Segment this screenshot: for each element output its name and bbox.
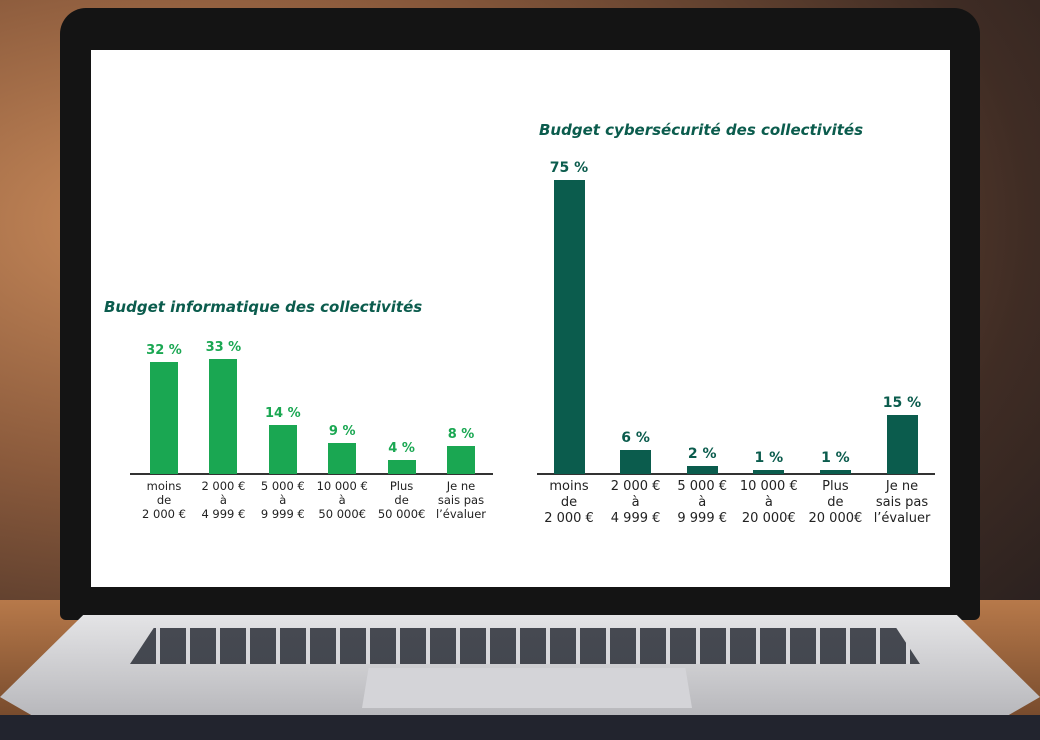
chart-title: Budget informatique des collectivités (104, 298, 423, 316)
bar (686, 466, 718, 474)
bar (268, 425, 297, 474)
value-label: 15 % (882, 395, 922, 412)
x-tick-label: 2 000 € à 4 999 € (201, 479, 246, 521)
chart-title: Budget cybersécurité des collectivités (539, 121, 864, 139)
x-tick-label: 5 000 € à 9 999 € (260, 479, 305, 521)
value-label: 33 % (205, 339, 242, 355)
x-tick-label: moins de 2 000 € (544, 479, 594, 526)
bar (753, 470, 785, 474)
x-tick-label: 5 000 € à 9 999 € (677, 479, 727, 526)
bar (553, 180, 585, 474)
x-tick-label: 10 000 € à 20 000€ (739, 479, 798, 526)
value-label: 14 % (264, 406, 301, 421)
value-label: 1 % (821, 450, 850, 467)
x-tick-label: Plus de 20 000€ (808, 479, 863, 526)
floor (0, 715, 1040, 740)
value-label: 2 % (687, 446, 717, 463)
value-label: 32 % (146, 343, 182, 358)
value-label: 6 % (621, 430, 650, 447)
x-tick-label: Je ne sais pas l’évaluer (435, 479, 487, 521)
value-label: 9 % (328, 423, 356, 439)
value-label: 8 % (447, 427, 475, 442)
trackpad (362, 668, 692, 708)
bar (328, 442, 357, 474)
bar (209, 358, 238, 474)
value-label: 75 % (549, 160, 589, 176)
bar (819, 470, 851, 474)
bar (620, 450, 652, 474)
x-tick-label: moins de 2 000 € (142, 479, 186, 521)
bar (150, 362, 178, 474)
x-tick-label: Plus de 50 000€ (377, 479, 426, 521)
x-tick-label: 10 000 € à 50 000€ (316, 479, 368, 521)
bar (387, 460, 416, 474)
x-tick-label: Je ne sais pas l’évaluer (873, 479, 931, 526)
value-label: 1 % (754, 450, 784, 467)
screen (91, 50, 950, 587)
bar (886, 415, 918, 474)
value-label: 4 % (388, 441, 415, 456)
keyboard (130, 628, 920, 664)
x-axis (537, 473, 935, 475)
x-tick-label: 2 000 € à 4 999 € (610, 479, 661, 526)
x-axis (130, 473, 493, 475)
bar (447, 446, 475, 474)
